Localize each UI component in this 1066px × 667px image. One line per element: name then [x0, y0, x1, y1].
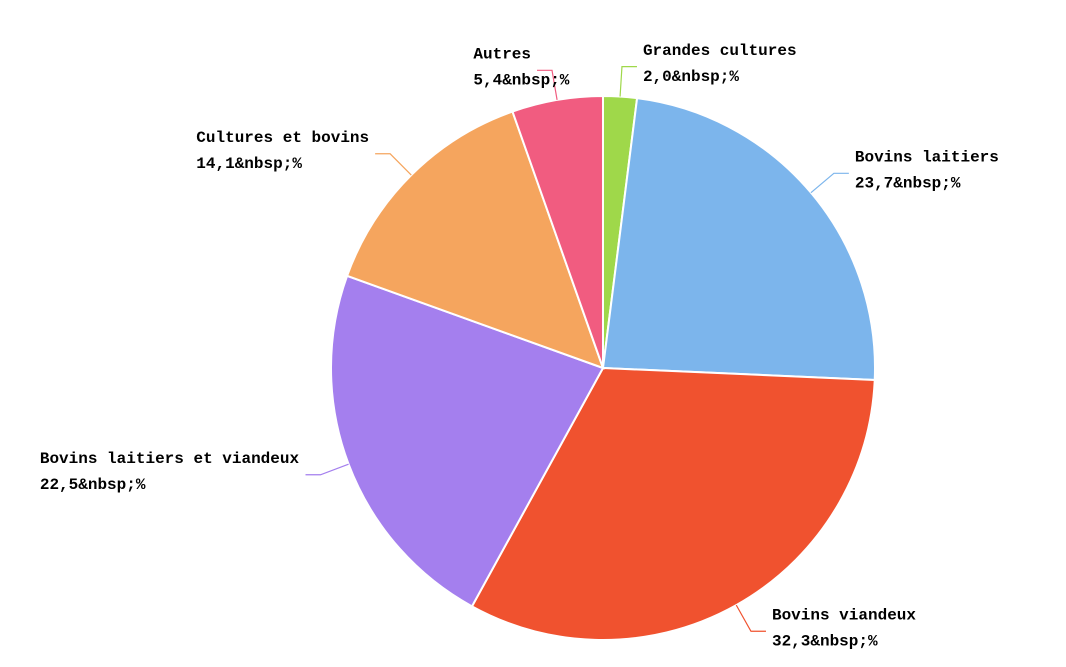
- leader-line: [375, 153, 412, 176]
- slice-value-label: 22,5&nbsp;%: [40, 476, 146, 494]
- leader-line: [735, 604, 766, 632]
- slice-value-label: 32,3&nbsp;%: [772, 632, 878, 650]
- slice-value-label: 23,7&nbsp;%: [855, 175, 961, 193]
- slice-value-label: 14,1&nbsp;%: [196, 155, 302, 173]
- slice-value-label: 5,4&nbsp;%: [473, 72, 569, 90]
- slice-label: Bovins laitiers et viandeux: [40, 450, 300, 468]
- slice-label: Grandes cultures: [643, 42, 797, 60]
- pie-slice: [470, 366, 876, 641]
- pie-slice: [601, 97, 876, 382]
- slice-label: Autres: [473, 46, 531, 64]
- leader-line: [810, 172, 849, 194]
- leader-line: [537, 69, 558, 101]
- pie-slice: [511, 94, 604, 369]
- slice-value-label: 2,0&nbsp;%: [643, 68, 739, 86]
- slice-label: Cultures et bovins: [196, 129, 369, 147]
- slice-label: Bovins laitiers: [855, 149, 999, 167]
- leader-line: [305, 463, 349, 476]
- leader-line: [619, 65, 637, 97]
- slice-label: Bovins viandeux: [772, 606, 916, 624]
